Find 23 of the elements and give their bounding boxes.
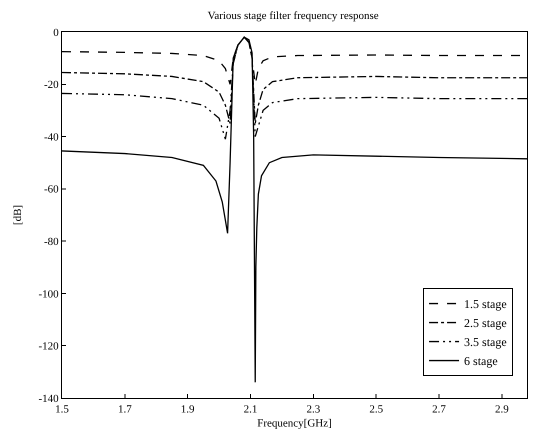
x-tick-label: 2.9 (494, 403, 510, 416)
x-tick-label: 1.7 (118, 403, 132, 416)
y-tick-label: -20 (44, 79, 60, 92)
y-tick-label: -120 (38, 340, 60, 353)
y-axis-title: [dB] (12, 204, 24, 226)
y-tick-label: -60 (44, 184, 60, 196)
legend-label: 3.5 stage (464, 335, 507, 350)
x-axis-title: Frequency[GHz] (257, 418, 332, 430)
chart-title: Various stage filter frequency response (208, 10, 379, 22)
y-tick-label: -40 (44, 131, 60, 144)
legend-label: 6 stage (464, 354, 498, 368)
x-tick-label: 1.9 (180, 403, 196, 416)
x-tick-label: 2.5 (369, 403, 384, 416)
legend-label: 2.5 stage (464, 316, 507, 330)
x-tick-label: 2.7 (432, 403, 446, 416)
y-tick-label: 0 (53, 26, 60, 39)
y-tick-label: -80 (44, 236, 60, 248)
x-tick-label: 2.1 (244, 403, 258, 416)
x-tick-label: 1.5 (55, 403, 70, 416)
y-tick-label: -140 (38, 392, 60, 405)
y-tick-label: -100 (38, 288, 60, 300)
legend-label: 1.5 stage (464, 297, 507, 312)
x-tick-label: 2.3 (306, 403, 321, 416)
